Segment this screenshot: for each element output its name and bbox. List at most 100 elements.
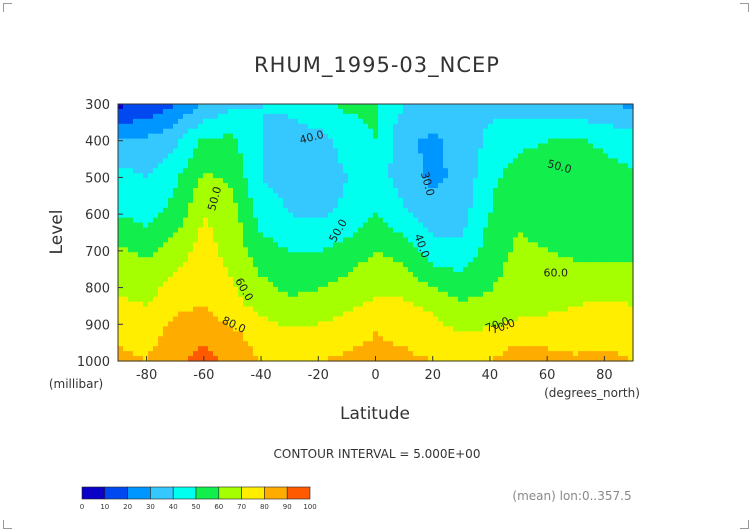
field-cell xyxy=(578,242,584,248)
field-cell xyxy=(133,197,139,204)
field-cell xyxy=(303,108,309,115)
field-cell xyxy=(508,133,514,140)
field-cell xyxy=(573,108,579,115)
field-cell xyxy=(603,123,609,130)
field-cell xyxy=(188,183,194,189)
field-cell xyxy=(143,192,149,199)
field-cell xyxy=(328,276,334,283)
field-cell xyxy=(253,138,259,145)
field-cell xyxy=(238,173,244,179)
field-cell xyxy=(413,267,419,273)
field-cell xyxy=(428,252,434,258)
field-cell xyxy=(463,123,469,130)
field-cell xyxy=(178,163,184,169)
field-cell xyxy=(488,326,494,332)
field-cell xyxy=(588,321,594,327)
field-cell xyxy=(433,336,439,342)
field-cell xyxy=(248,104,254,110)
field-cell xyxy=(313,133,319,140)
field-cell xyxy=(183,336,189,342)
field-cell xyxy=(603,202,609,209)
field-cell xyxy=(488,276,494,283)
field-cell xyxy=(308,153,314,159)
field-cell xyxy=(208,133,214,140)
field-cell xyxy=(358,262,364,268)
field-cell xyxy=(168,163,174,169)
field-cell xyxy=(168,291,174,298)
field-cell xyxy=(143,227,149,234)
field-cell xyxy=(148,301,154,308)
field-cell xyxy=(318,197,324,204)
field-cell xyxy=(358,217,364,224)
field-cell xyxy=(603,242,609,248)
field-cell xyxy=(198,237,204,243)
field-cell xyxy=(493,217,499,224)
field-cell xyxy=(348,153,354,159)
field-cell xyxy=(433,197,439,204)
field-cell xyxy=(398,212,404,219)
field-cell xyxy=(178,252,184,258)
field-cell xyxy=(463,296,469,303)
field-cell xyxy=(243,123,249,130)
field-cell xyxy=(173,153,179,159)
field-cell xyxy=(138,163,144,169)
field-cell xyxy=(438,242,444,248)
field-cell xyxy=(583,311,589,318)
field-cell xyxy=(528,104,534,110)
field-cell xyxy=(168,138,174,145)
field-cell xyxy=(508,276,514,283)
field-cell xyxy=(248,267,254,273)
field-cell xyxy=(568,158,574,164)
field-cell xyxy=(448,336,454,342)
field-cell xyxy=(323,133,329,140)
field-cell xyxy=(253,188,259,194)
field-cell xyxy=(578,128,584,135)
field-cell xyxy=(433,128,439,135)
field-cell xyxy=(623,331,629,337)
field-cell xyxy=(578,247,584,253)
field-cell xyxy=(608,321,614,327)
field-cell xyxy=(303,163,309,169)
field-cell xyxy=(553,173,559,179)
field-cell xyxy=(193,232,199,239)
field-cell xyxy=(158,207,164,214)
field-cell xyxy=(408,291,414,298)
field-cell xyxy=(203,108,209,115)
field-cell xyxy=(248,188,254,194)
field-cell xyxy=(373,158,379,164)
field-cell xyxy=(378,197,384,204)
field-cell xyxy=(598,321,604,327)
field-cell xyxy=(173,306,179,313)
field-cell xyxy=(418,286,424,293)
field-cell xyxy=(148,227,154,234)
field-cell xyxy=(143,242,149,248)
field-cell xyxy=(183,311,189,318)
field-cell xyxy=(148,316,154,323)
field-cell xyxy=(548,188,554,194)
field-cell xyxy=(513,133,519,140)
field-cell xyxy=(543,118,549,125)
field-cell xyxy=(293,276,299,283)
field-cell xyxy=(373,257,379,263)
field-cell xyxy=(578,118,584,125)
field-cell xyxy=(283,316,289,323)
field-cell xyxy=(373,113,379,120)
field-cell xyxy=(408,232,414,239)
field-cell xyxy=(333,336,339,342)
field-cell xyxy=(118,227,124,234)
field-cell xyxy=(623,104,629,110)
field-cell xyxy=(303,138,309,145)
field-cell xyxy=(538,202,544,209)
field-cell xyxy=(268,148,274,155)
field-cell xyxy=(518,242,524,248)
field-cell xyxy=(203,113,209,120)
field-cell xyxy=(423,168,429,174)
field-cell xyxy=(403,178,409,184)
field-cell xyxy=(283,296,289,303)
field-cell xyxy=(343,153,349,159)
field-cell xyxy=(288,217,294,224)
field-cell xyxy=(588,316,594,323)
field-cell xyxy=(158,104,164,110)
field-cell xyxy=(288,286,294,293)
field-cell xyxy=(463,168,469,174)
